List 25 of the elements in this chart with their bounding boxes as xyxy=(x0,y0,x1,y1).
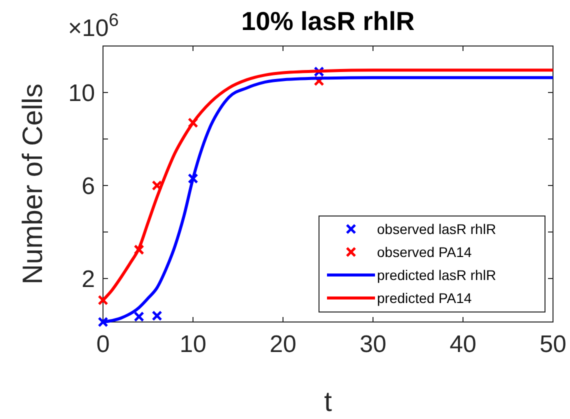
x-tick-label: 20 xyxy=(270,331,296,358)
chart-title: 10% lasR rhlR xyxy=(241,6,415,36)
point xyxy=(98,316,108,328)
point xyxy=(152,310,162,321)
legend-label: observed PA14 xyxy=(377,244,472,260)
point xyxy=(152,180,162,191)
x-tick-label: 0 xyxy=(96,331,110,358)
x-tick-label: 10 xyxy=(180,331,206,358)
point xyxy=(134,311,144,322)
point xyxy=(188,173,198,184)
legend-label: predicted PA14 xyxy=(377,290,472,306)
x-axis-title: t xyxy=(324,386,332,417)
y-tick-label: 2 xyxy=(82,266,95,293)
point xyxy=(98,294,108,306)
x-tick-label: 30 xyxy=(360,331,386,358)
y-tick-label: 10 xyxy=(68,80,95,107)
y-tick-label: 6 xyxy=(82,172,95,200)
point xyxy=(188,117,198,128)
text: ×10$^{6}$ xyxy=(68,10,119,42)
y-axis-title: Number of Cells xyxy=(17,84,48,284)
legend-label: observed lasR rhlR xyxy=(377,220,496,237)
x-tick-label: 50 xyxy=(540,331,566,358)
legend-label: predicted lasR rhlR xyxy=(377,266,496,283)
point xyxy=(134,244,144,255)
x-tick-label: 40 xyxy=(450,331,476,358)
